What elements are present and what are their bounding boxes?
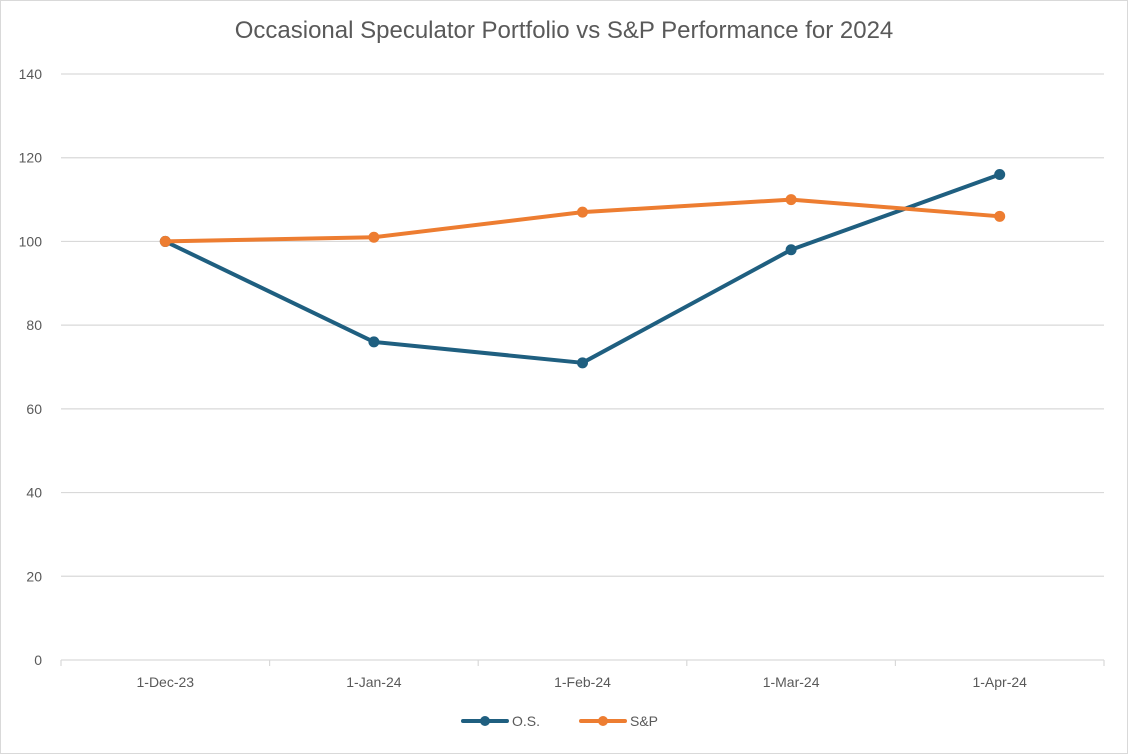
data-point [994, 168, 1006, 180]
gridlines [61, 73, 1104, 577]
y-tick-label: 0 [34, 652, 42, 668]
legend-item: O.S. [461, 713, 540, 729]
x-tick-label: 1-Jan-24 [346, 674, 401, 690]
x-tick-label: 1-Mar-24 [763, 674, 820, 690]
data-point [577, 357, 588, 369]
x-tick-label: 1-Dec-23 [137, 674, 195, 690]
chart-title: Occasional Speculator Portfolio vs S&P P… [234, 17, 894, 44]
legend-label: O.S. [512, 713, 540, 729]
legend-item: S&P [579, 713, 658, 729]
y-tick-label: 120 [19, 150, 43, 166]
data-point [577, 206, 588, 218]
series-line [163, 172, 1002, 365]
series [159, 168, 1006, 369]
y-tick-label: 100 [19, 233, 43, 249]
data-point [785, 244, 797, 256]
y-tick-label: 20 [26, 568, 42, 584]
y-tick-label: 140 [19, 66, 43, 82]
data-point [785, 194, 797, 206]
legend-label: S&P [630, 713, 658, 729]
data-point [368, 231, 380, 243]
x-tick-label: 1-Apr-24 [972, 674, 1027, 690]
legend-swatch-marker [598, 716, 608, 726]
y-tick-label: 60 [26, 401, 42, 417]
legend: O.S. S&P [461, 713, 658, 729]
data-point [994, 210, 1006, 222]
x-tick-label: 1-Feb-24 [554, 674, 611, 690]
data-point [159, 235, 171, 247]
data-point [368, 336, 380, 348]
legend-swatch-marker [480, 716, 490, 726]
y-tick-label: 80 [26, 317, 42, 333]
y-tick-label: 40 [26, 485, 42, 501]
axes: 0 20 40 60 80 100 120 140 1-Dec-23 1-Jan-24 1-Feb-… [19, 66, 1105, 690]
